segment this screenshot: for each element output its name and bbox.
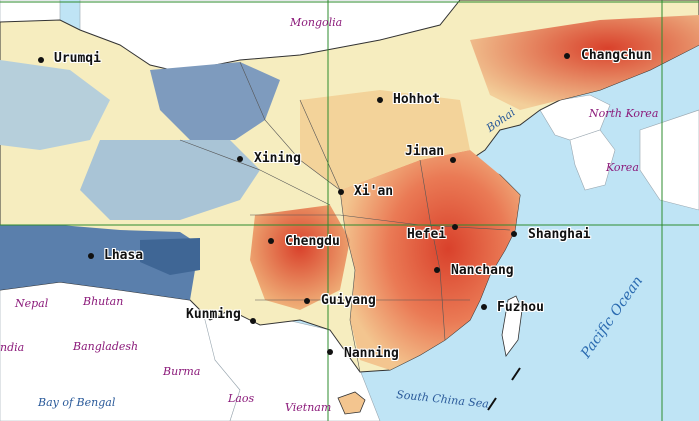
xinjiang-west-region	[0, 60, 110, 150]
city-label-hefei[interactable]: Hefei	[407, 227, 447, 242]
city-dot-fuzhou	[481, 304, 487, 310]
city-label-nanning[interactable]: Nanning	[344, 346, 399, 361]
hainan-island	[337, 391, 366, 415]
water-label-bay-of-bengal: Bay of Bengal	[38, 396, 116, 409]
north-plain-region	[300, 90, 470, 190]
northeast-high-region	[470, 15, 699, 110]
sea-boundary-dashes	[487, 367, 521, 411]
northwest-mixed-region	[150, 62, 280, 140]
city-label-changchun[interactable]: Changchun	[581, 48, 652, 63]
city-dot-nanchang	[434, 267, 440, 273]
city-dot-hohhot	[377, 97, 383, 103]
city-label-hohhot[interactable]: Hohhot	[393, 92, 440, 107]
country-label-north-korea: North Korea	[589, 107, 659, 120]
province-borders	[179, 61, 511, 373]
country-label-bangladesh: Bangladesh	[73, 340, 139, 353]
city-dot-shanghai	[511, 231, 517, 237]
city-label-shanghai[interactable]: Shanghai	[528, 227, 591, 242]
country-label-mongolia: Mongolia	[290, 16, 343, 29]
city-label-nanchang[interactable]: Nanchang	[451, 263, 514, 278]
country-label-korea: Korea	[606, 161, 639, 174]
city-dot-chengdu	[268, 238, 274, 244]
city-label-xian[interactable]: Xi'an	[354, 184, 394, 199]
city-dot-kunming	[250, 318, 256, 324]
city-label-guiyang[interactable]: Guiyang	[321, 293, 376, 308]
country-label-bhutan: Bhutan	[83, 295, 124, 308]
city-label-jinan[interactable]: Jinan	[405, 144, 445, 159]
city-dot-xian	[338, 189, 344, 195]
city-dot-guiyang	[304, 298, 310, 304]
city-dot-xining	[237, 156, 243, 162]
city-dot-lhasa	[88, 253, 94, 259]
city-dot-changchun	[564, 53, 570, 59]
country-label-burma: Burma	[163, 365, 201, 378]
country-label-vietnam: Vietnam	[285, 401, 332, 414]
city-dot-hefei	[452, 224, 458, 230]
qinghai-region	[80, 140, 260, 220]
tibet-spots	[140, 238, 200, 275]
city-dot-nanning	[327, 349, 333, 355]
city-label-fuzhou[interactable]: Fuzhou	[497, 300, 544, 315]
sichuan-high-region	[250, 205, 350, 310]
city-label-xining[interactable]: Xining	[254, 151, 301, 166]
east-high-region	[340, 150, 520, 370]
city-dot-jinan	[450, 157, 456, 163]
city-dot-urumqi	[38, 57, 44, 63]
country-label-nepal: Nepal	[15, 297, 49, 310]
city-label-chengdu[interactable]: Chengdu	[285, 234, 340, 249]
city-label-urumqi[interactable]: Urumqi	[54, 51, 101, 66]
taiwan-island	[501, 295, 523, 357]
country-label-laos: Laos	[228, 392, 255, 405]
country-label-india: ndia	[0, 341, 25, 354]
city-label-kunming[interactable]: Kunming	[186, 307, 241, 322]
city-label-lhasa[interactable]: Lhasa	[104, 248, 144, 263]
